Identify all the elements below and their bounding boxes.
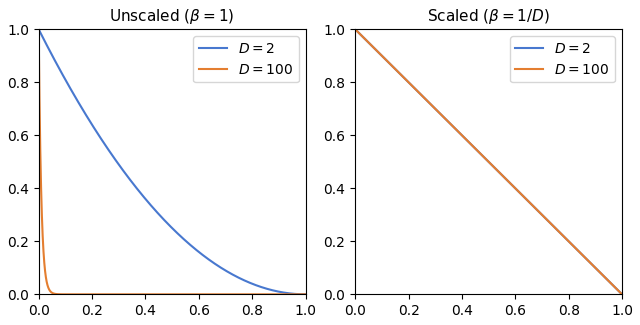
$D = 100$: [35, 27, 42, 31]
Line: $D = 100$: $D = 100$: [355, 29, 622, 294]
$D = 100$: [474, 149, 482, 153]
$D = 100$: [481, 156, 489, 160]
Line: $D = 100$: $D = 100$: [38, 29, 305, 294]
$D = 2$: [49, 54, 56, 58]
$D = 2$: [301, 292, 309, 296]
$D = 2$: [164, 222, 172, 226]
$D = 2$: [294, 292, 301, 296]
$D = 2$: [611, 285, 618, 289]
Legend: $D = 2$, $D = 100$: $D = 2$, $D = 100$: [510, 36, 615, 82]
$D = 2$: [294, 292, 301, 296]
$D = 2$: [245, 280, 253, 284]
$D = 100$: [351, 27, 359, 31]
$D = 100$: [164, 292, 172, 296]
$D = 100$: [301, 292, 309, 296]
$D = 100$: [294, 292, 301, 296]
$D = 100$: [157, 292, 165, 296]
Line: $D = 2$: $D = 2$: [38, 29, 305, 294]
Title: Scaled ($\beta = 1/D$): Scaled ($\beta = 1/D$): [427, 7, 550, 26]
$D = 2$: [157, 215, 165, 219]
$D = 2$: [351, 27, 359, 31]
$D = 100$: [365, 41, 372, 45]
$D = 100$: [245, 292, 253, 296]
$D = 100$: [611, 285, 618, 289]
$D = 2$: [474, 149, 482, 153]
Legend: $D = 2$, $D = 100$: $D = 2$, $D = 100$: [193, 36, 299, 82]
Line: $D = 2$: $D = 2$: [355, 29, 622, 294]
$D = 100$: [618, 292, 626, 296]
$D = 2$: [618, 292, 626, 296]
$D = 100$: [611, 285, 618, 289]
$D = 100$: [561, 236, 569, 240]
$D = 2$: [561, 236, 569, 240]
$D = 2$: [611, 285, 618, 289]
$D = 2$: [365, 41, 372, 45]
$D = 100$: [294, 292, 301, 296]
$D = 100$: [301, 292, 309, 296]
$D = 2$: [481, 156, 489, 160]
$D = 100$: [49, 291, 56, 295]
Title: Unscaled ($\beta = 1$): Unscaled ($\beta = 1$): [109, 7, 235, 26]
$D = 2$: [35, 27, 42, 31]
